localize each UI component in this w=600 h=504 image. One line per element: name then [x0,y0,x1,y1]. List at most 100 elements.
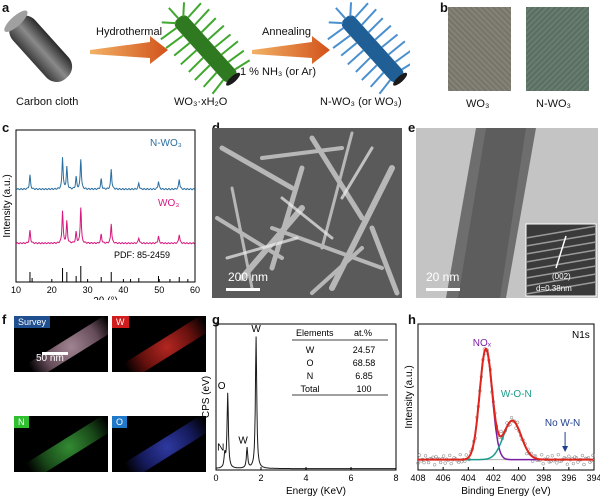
tem-scale-label: 20 nm [426,270,460,284]
arrow-hydrothermal [90,36,168,64]
tem-image [416,128,598,298]
tem-spacing-label: d=0.38nm [536,284,572,293]
xps-x-tick-label: 408 [410,473,425,483]
eds-spectrum-line [216,336,396,470]
xrd-series-line [15,157,195,191]
xps-won-label: W-O-N [501,389,532,400]
eds-table-value: 24.57 [353,345,376,355]
wo3-photo-label: WO₃ [466,98,490,110]
panel-label-b: b [440,0,448,15]
sem-scale-label: 200 nm [228,270,269,284]
hydrothermal-label: Hydrothermal [96,26,163,38]
panel-label-d: d [212,120,220,135]
eds-table-element: N [307,371,314,381]
eds-x-tick-label: 8 [393,473,398,483]
xps-raw-point [423,454,428,458]
xps-raw-point [422,461,426,465]
xps-raw-point [431,455,435,459]
eds-x-tick-label: 0 [213,473,218,483]
xps-x-tick-label: 396 [561,473,576,483]
map-scale-label: 50 nm [36,353,64,364]
wo3-xh2o-label: WO₃·xH₂O [174,96,228,108]
xrd-x-tick-label: 10 [11,285,21,295]
xps-frame [417,323,595,471]
xps-raw-point [438,460,443,465]
panel-label-c: c [2,120,10,135]
xps-raw-point [441,454,446,458]
arrow-annealing [252,36,330,64]
o-tag: O [112,416,128,428]
xrd-chart: N-WO₃ WO₃ PDF: 85-2459 10 20 30 40 50 60 2θ (°) In… [2,129,200,300]
eds-x-axis-label: Energy (KeV) [286,486,346,497]
panel-label-a: a [2,0,10,15]
xrd-frame [15,129,196,283]
xrd-reference-label: PDF: 85-2459 [114,250,170,260]
atmosphere-label: 1 % NH₃ (or Ar) [240,66,316,78]
sem-image [212,128,402,298]
panel-label-f: f [2,312,7,327]
xps-nox-label: NOₓ [473,338,492,349]
xps-x-tick-label: 404 [461,473,476,483]
xps-raw-point [580,453,585,458]
eds-x-tick-label: 6 [348,473,353,483]
tem-plane-label: (002) [552,272,571,281]
panel-label-g: g [212,312,220,327]
xps-raw-point [555,461,559,465]
eds-table-element: O [306,358,313,368]
xrd-x-axis-label: 2θ (°) [93,296,118,300]
xps-raw-point [416,461,420,465]
xps-raw-point [546,455,550,459]
xps-x-axis-label: Binding Energy (eV) [461,486,551,497]
xps-fit-envelope [418,347,594,461]
wo3-cloth-photo [448,7,511,91]
xps-raw-point [550,454,554,458]
xps-raw-point [591,453,595,458]
panel-a-schematic [4,2,410,95]
carbon-cloth-label: Carbon cloth [16,96,79,108]
eds-map-w: W [112,316,206,372]
product-label: N-WO₃ (or WO₃) [320,96,402,108]
xps-x-tick-label: 406 [436,473,451,483]
xps-no-wn-arrowhead [562,446,569,452]
xps-chart: N1s NOₓ W-O-N No W-N 408 406 404 402 400 398 396 39… [404,323,600,497]
panel-label-e: e [408,120,416,135]
xps-x-tick-label: 402 [486,473,501,483]
xrd-x-tick-label: 50 [154,285,164,295]
eds-table-header-elements: Elements [296,328,334,338]
eds-table-value: 68.58 [353,358,376,368]
xps-component-line [418,348,594,461]
eds-map-o: O [112,416,206,472]
xrd-series-label: WO₃ [158,198,179,209]
survey-tag: Survey [14,316,51,328]
xps-x-tick-label: 398 [536,473,551,483]
xps-no-wn-label: No W-N [545,418,580,429]
eds-table-element: Total [300,384,319,394]
carbon-cloth-rod [4,10,73,82]
wo3-xh2o-rod [160,2,251,95]
xps-raw-point [457,460,461,465]
xps-raw-point [449,461,453,466]
eds-peak-label: N [217,442,224,453]
eds-peak-label: O [218,381,226,392]
xps-y-axis-label: Intensity (a.u.) [404,365,415,428]
eds-table-value: 100 [356,384,371,394]
xps-raw-point [540,453,544,457]
annealing-label: Annealing [262,26,311,38]
xps-raw-point [556,453,560,457]
xps-raw-point [448,453,452,458]
xps-raw-point [443,461,447,465]
n-wo3-photo-label: N-WO₃ [536,98,572,110]
xps-raw-point [582,462,586,467]
xps-raw-point [567,454,571,458]
panel-label-h: h [408,312,416,327]
n-tag: N [14,416,29,428]
eds-peak-label: W [238,436,248,447]
eds-x-tick-label: 4 [303,473,308,483]
xps-raw-point [434,455,438,459]
xrd-x-tick-label: 40 [118,285,128,295]
w-tag: W [112,316,129,328]
xps-raw-point [509,415,514,420]
xps-raw-point [426,460,431,465]
xps-title: N1s [572,330,590,341]
